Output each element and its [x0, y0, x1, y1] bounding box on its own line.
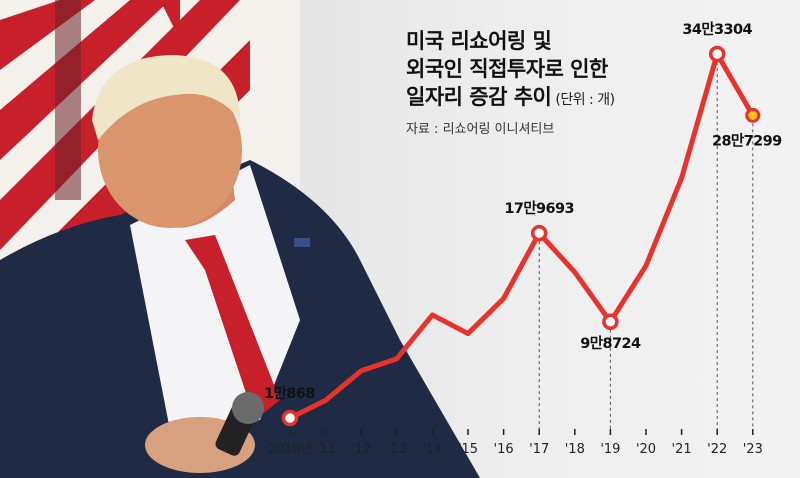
x-tick-label: '12	[351, 442, 371, 457]
x-tick-label: 2010년	[267, 442, 312, 457]
microphone-head	[232, 392, 264, 424]
series-line	[287, 51, 756, 421]
x-tick-label: '15	[458, 442, 478, 457]
x-tick-label: '23	[743, 442, 763, 457]
face	[98, 72, 242, 228]
x-tick-label: '19	[600, 442, 620, 457]
x-tick-label: '16	[494, 442, 514, 457]
data-marker	[530, 224, 548, 242]
data-marker	[602, 313, 619, 331]
chart-title-line2: 외국인 직접투자로 인한	[406, 57, 608, 81]
chart-title-line3: 일자리 증감 추이 (단위 : 개)	[406, 83, 706, 114]
data-label: 28만7299	[712, 132, 782, 149]
x-tick-label: '21	[672, 442, 692, 457]
source-label: 자료 : 리쇼어링 이니셔티브	[406, 122, 555, 137]
x-tick-label: '17	[529, 442, 549, 457]
x-tick-label: '22	[707, 442, 727, 457]
tie	[185, 235, 280, 420]
data-marker	[281, 409, 299, 427]
data-label: 34만3304	[682, 21, 752, 38]
data-label: 9만8724	[580, 335, 641, 352]
hair	[92, 55, 240, 140]
x-tick-label: '13	[387, 442, 407, 457]
highlight-marker	[745, 107, 761, 123]
chart-title-line3-text: 일자리 증감 추이	[406, 85, 552, 109]
x-tick-label: '11	[316, 442, 336, 457]
data-label: 1만868	[264, 385, 315, 402]
data-labels: 1만868 17만9693 9만8724 34만3304 28만7299	[264, 21, 783, 402]
data-label: 17만9693	[504, 200, 574, 217]
data-markers	[281, 45, 761, 427]
x-tick-label: '20	[636, 442, 656, 457]
flag-pin	[294, 238, 310, 247]
chart-title-line1: 미국 리쇼어링 및	[406, 29, 552, 53]
data-marker	[708, 45, 726, 63]
unit-label: (단위 : 개)	[555, 92, 615, 108]
x-tick-label: '14	[422, 442, 442, 457]
guide-lines	[538, 62, 754, 432]
chart-title-block: 미국 리쇼어링 및 외국인 직접투자로 인한 일자리 증감 추이 (단위 : 개)…	[406, 27, 706, 137]
x-tick-label: '18	[565, 442, 585, 457]
x-axis-ticks: 2010년 '11 '12 '13 '14 '15 '16 '17 '18 '19 '20 '21 '2…	[267, 429, 763, 457]
